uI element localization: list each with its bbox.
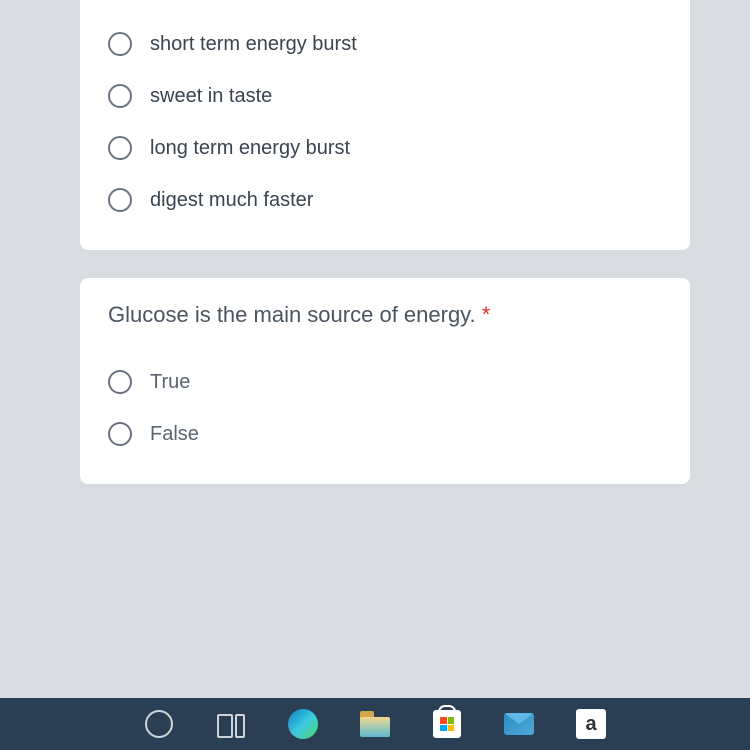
radio-circle-icon	[108, 32, 132, 56]
radio-circle-icon	[108, 370, 132, 394]
radio-option[interactable]: True	[108, 356, 662, 408]
store-button[interactable]	[427, 704, 467, 744]
form-container: short term energy burst sweet in taste l…	[0, 0, 750, 484]
question-text: Glucose is the main source of energy. *	[108, 302, 662, 328]
radio-circle-icon	[108, 136, 132, 160]
edge-button[interactable]	[283, 704, 323, 744]
question-card-1: short term energy burst sweet in taste l…	[80, 0, 690, 250]
cortana-button[interactable]	[139, 704, 179, 744]
option-label: long term energy burst	[150, 137, 350, 160]
radio-option[interactable]: False	[108, 408, 662, 460]
question-card-2: Glucose is the main source of energy. * …	[80, 278, 690, 484]
radio-circle-icon	[108, 422, 132, 446]
option-label: sweet in taste	[150, 85, 272, 108]
amazon-button[interactable]: a	[571, 704, 611, 744]
folder-icon	[360, 711, 390, 737]
radio-circle-icon	[108, 188, 132, 212]
radio-option[interactable]: short term energy burst	[108, 18, 662, 70]
option-label: short term energy burst	[150, 33, 357, 56]
option-label: True	[150, 371, 190, 394]
cortana-circle-icon	[145, 710, 173, 738]
required-marker: *	[482, 302, 491, 327]
mail-button[interactable]	[499, 704, 539, 744]
question-label: Glucose is the main source of energy.	[108, 302, 476, 327]
option-label: False	[150, 423, 199, 446]
taskbar: a	[0, 698, 750, 750]
option-label: digest much faster	[150, 189, 313, 212]
amazon-icon: a	[576, 709, 606, 739]
mail-icon	[504, 713, 534, 735]
radio-circle-icon	[108, 84, 132, 108]
radio-option[interactable]: long term energy burst	[108, 122, 662, 174]
taskview-icon	[217, 712, 245, 736]
radio-option[interactable]: sweet in taste	[108, 70, 662, 122]
file-explorer-button[interactable]	[355, 704, 395, 744]
store-icon	[433, 710, 461, 738]
edge-icon	[288, 709, 318, 739]
taskview-button[interactable]	[211, 704, 251, 744]
radio-option[interactable]: digest much faster	[108, 174, 662, 226]
